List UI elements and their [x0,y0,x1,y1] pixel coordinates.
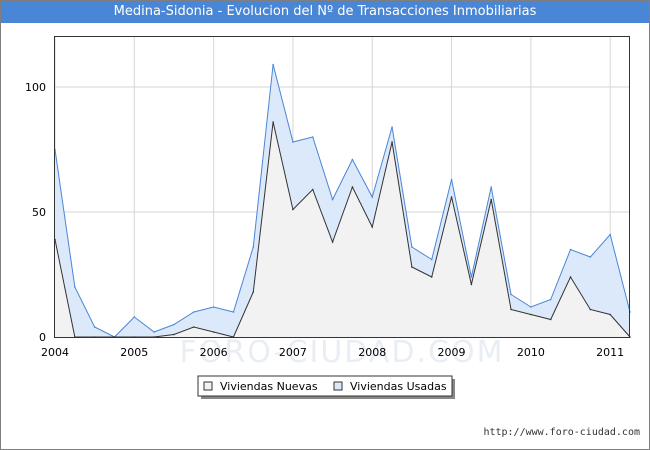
point-viviendas-usadas [192,311,195,313]
point-viviendas-nuevas [470,283,473,286]
title-bar: Medina-Sidonia - Evolucion del Nº de Tra… [1,1,649,23]
line-viviendas-usadas [54,64,631,338]
x-tick-label: 2011 [596,346,624,359]
point-viviendas-usadas [470,276,473,278]
point-viviendas-nuevas [430,276,433,278]
watermark: FORO-CIUDAD.COM [180,335,505,370]
point-viviendas-usadas [252,246,255,248]
point-viviendas-nuevas [589,308,592,311]
point-viviendas-usadas [589,256,592,258]
plot-border [54,36,630,338]
point-viviendas-usadas [74,286,76,288]
x-tick-label: 2009 [438,346,466,359]
point-viviendas-nuevas [272,121,274,123]
legend-label-viviendas-usadas: Viviendas Usadas [350,380,447,393]
x-tick-label: 2005 [120,346,148,359]
point-viviendas-nuevas [351,186,354,188]
point-viviendas-usadas [430,258,433,261]
point-viviendas-usadas [133,316,136,318]
y-tick-label: 0 [39,331,46,344]
point-viviendas-usadas [232,311,235,313]
point-viviendas-usadas [510,293,512,296]
point-viviendas-nuevas [530,313,532,316]
point-viviendas-usadas [212,306,215,308]
point-viviendas-usadas [391,126,393,128]
point-viviendas-usadas [490,186,493,188]
point-viviendas-usadas [450,178,453,181]
chart-title: Medina-Sidonia - Evolucion del Nº de Tra… [113,4,537,19]
x-tick-label: 2008 [358,346,386,359]
point-viviendas-nuevas [609,313,611,316]
x-tick-labels: 2004 2005 2006 2007 2008 2009 2010 2011 [41,346,624,359]
point-viviendas-nuevas [391,141,393,143]
point-viviendas-usadas [411,246,413,248]
legend: Viviendas Nuevas Viviendas Usadas [197,375,455,399]
point-viviendas-nuevas [311,188,314,191]
legend-swatch-viviendas-nuevas [203,381,213,391]
point-viviendas-nuevas [192,326,195,328]
x-tick-label: 2006 [200,346,228,359]
point-viviendas-nuevas [212,331,215,333]
area-viviendas-nuevas [55,122,630,337]
point-viviendas-nuevas [411,266,413,268]
point-viviendas-usadas [292,141,294,143]
point-viviendas-usadas [311,136,314,138]
point-viviendas-usadas [93,326,96,328]
point-viviendas-usadas [173,323,175,326]
point-viviendas-nuevas [510,308,512,311]
y-tick-label: 100 [25,81,46,94]
series-areas [54,63,631,338]
x-tick-label: 2004 [41,346,69,359]
point-viviendas-usadas [351,158,354,161]
legend-box [197,375,453,397]
point-viviendas-nuevas [450,196,453,198]
point-viviendas-nuevas [569,276,572,278]
legend-label-viviendas-nuevas: Viviendas Nuevas [220,380,318,393]
y-tick-labels: 0 50 100 [25,81,46,344]
point-viviendas-usadas [331,198,334,201]
x-tick-label: 2010 [517,346,545,359]
point-viviendas-nuevas [252,291,255,293]
point-viviendas-usadas [549,298,552,301]
area-viviendas-usadas [55,64,630,337]
x-tick-label: 2007 [279,346,307,359]
point-viviendas-usadas [272,63,274,66]
point-viviendas-usadas [153,331,155,333]
point-viviendas-usadas [371,196,374,198]
point-viviendas-nuevas [549,318,552,321]
source-credit[interactable]: http://www.foro-ciudad.com [483,427,640,438]
point-viviendas-nuevas [331,241,334,243]
point-viviendas-nuevas [371,226,374,228]
y-tick-label: 50 [32,206,46,219]
point-viviendas-usadas [609,233,611,236]
point-viviendas-usadas [569,248,572,251]
point-viviendas-nuevas [490,198,493,201]
point-viviendas-nuevas [292,208,294,211]
point-viviendas-usadas [530,306,532,308]
legend-swatch-viviendas-usadas [333,381,343,391]
point-viviendas-nuevas [173,333,175,336]
